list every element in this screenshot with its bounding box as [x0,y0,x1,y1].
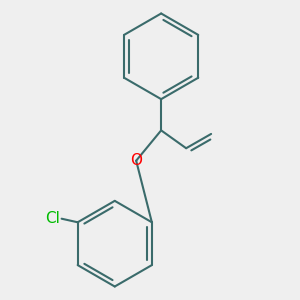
Text: Cl: Cl [45,211,60,226]
Text: O: O [130,153,142,168]
